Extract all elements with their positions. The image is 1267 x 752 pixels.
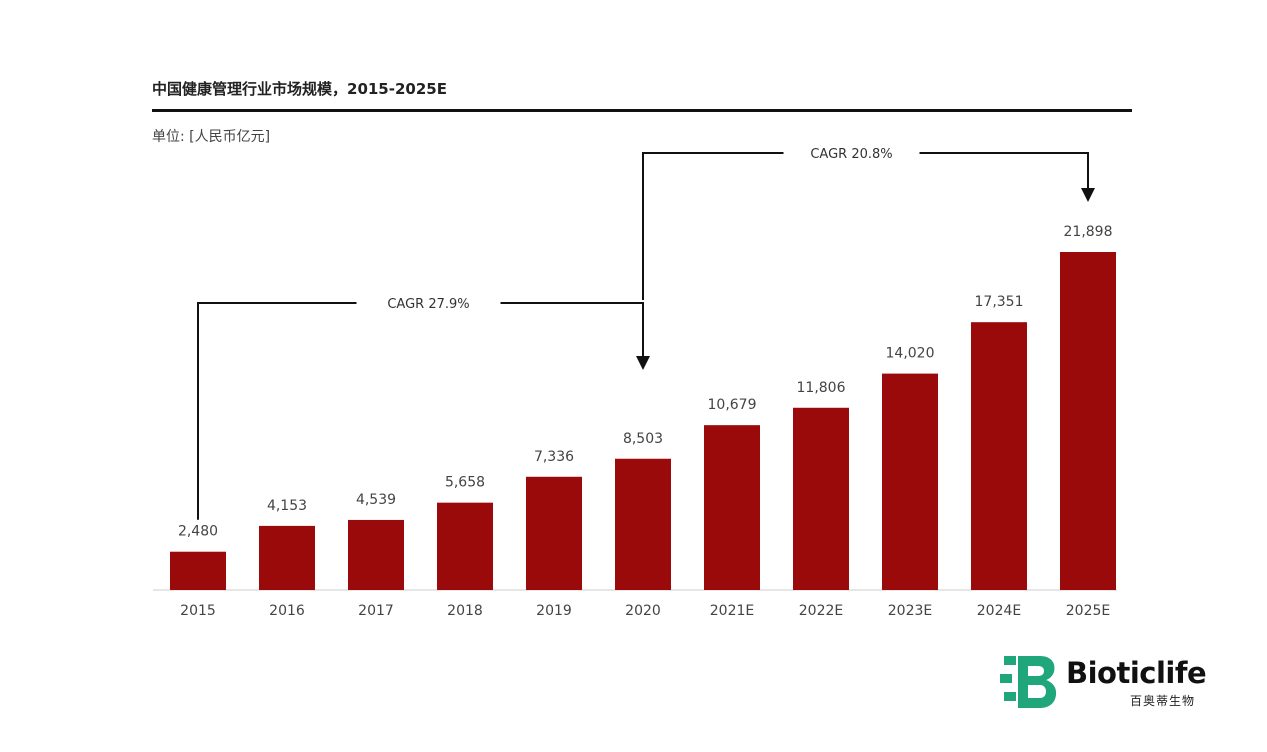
cagr-bracket-line: [197, 302, 357, 520]
bar: [882, 373, 938, 590]
bioticlife-logo: Bioticlife 百奥蒂生物: [1000, 652, 1240, 712]
x-tick-label: 2023E: [888, 603, 932, 619]
x-tick-label: 2017: [358, 603, 394, 619]
bar: [615, 458, 671, 590]
bar-value-label: 4,539: [356, 492, 396, 508]
bar: [526, 476, 582, 590]
x-tick-label: 2016: [269, 603, 305, 619]
cagr-bracket-line: [919, 152, 1089, 190]
x-tick-label: 2015: [180, 603, 216, 619]
bar-value-label: 10,679: [708, 397, 757, 413]
cagr-label: CAGR 20.8%: [810, 147, 892, 162]
bar: [437, 502, 493, 590]
bar-value-label: 17,351: [975, 294, 1024, 310]
cagr-arrow-head: [636, 356, 650, 370]
x-tick-label: 2024E: [977, 603, 1021, 619]
cagr-bracket-line: [500, 302, 644, 358]
bar: [971, 322, 1027, 590]
logo-subtitle: 百奥蒂生物: [1130, 694, 1196, 708]
logo-wordmark: Bioticlife: [1066, 656, 1207, 690]
bar-value-label: 7,336: [534, 449, 574, 465]
bar: [170, 551, 226, 590]
chart-title: 中国健康管理行业市场规模，2015-2025E: [152, 80, 447, 98]
bioticlife-logo-icon: [1000, 656, 1057, 708]
bar-value-label: 2,480: [178, 524, 218, 540]
x-tick-label: 2019: [536, 603, 572, 619]
bar-value-label: 11,806: [797, 380, 846, 396]
bar: [793, 407, 849, 590]
bar: [704, 425, 760, 590]
bar-value-label: 21,898: [1064, 224, 1113, 240]
unit-label: 单位: [人民币亿元]: [152, 129, 271, 145]
cagr-bracket-line: [642, 152, 784, 300]
bar-value-label: 8,503: [623, 431, 663, 447]
x-tick-label: 2021E: [710, 603, 754, 619]
cagr-label: CAGR 27.9%: [387, 297, 469, 312]
x-tick-label: 2022E: [799, 603, 843, 619]
cagr-arrow-head: [1081, 188, 1095, 202]
bar: [259, 525, 315, 590]
x-tick-label: 2018: [447, 603, 483, 619]
bar: [348, 519, 404, 590]
title-divider: [152, 109, 1132, 112]
x-tick-label: 2020: [625, 603, 661, 619]
x-tick-label: 2025E: [1066, 603, 1110, 619]
bar: [1060, 252, 1116, 590]
bar-value-label: 5,658: [445, 475, 485, 491]
bar-value-label: 4,153: [267, 498, 307, 514]
bar-value-label: 14,020: [886, 346, 935, 362]
